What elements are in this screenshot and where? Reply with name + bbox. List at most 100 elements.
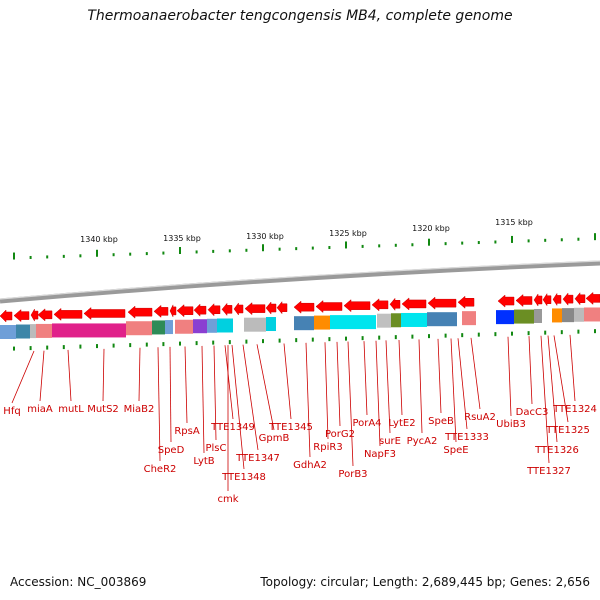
callout-line bbox=[11, 350, 35, 404]
gene-label: GpmB bbox=[259, 433, 290, 444]
callout-line bbox=[457, 338, 468, 430]
gene-label: RpiR3 bbox=[313, 442, 342, 453]
gene-label: TTE1349 bbox=[210, 422, 255, 433]
gene-label: TTE1325 bbox=[545, 425, 590, 436]
gene-arrow bbox=[127, 305, 153, 319]
gene-arrow bbox=[343, 299, 371, 313]
gene-arrow bbox=[457, 295, 475, 309]
feature-bar bbox=[16, 324, 30, 339]
gene-arrow bbox=[83, 306, 126, 321]
callout-line bbox=[231, 345, 245, 470]
feature-bar bbox=[165, 320, 173, 335]
gene-label: surE bbox=[379, 436, 401, 447]
gene-arrow bbox=[371, 298, 389, 312]
gene-arrow bbox=[276, 300, 288, 315]
feature-bar bbox=[244, 317, 266, 332]
genome-backbone-highlight bbox=[0, 260, 600, 300]
callout-line bbox=[553, 335, 569, 423]
callout-line bbox=[184, 346, 188, 424]
gene-arrow bbox=[574, 292, 586, 306]
gene-label: TTE1333 bbox=[444, 432, 489, 443]
feature-bar bbox=[552, 308, 562, 323]
callout-line bbox=[569, 334, 576, 402]
callout-line bbox=[437, 338, 442, 414]
callout-line bbox=[305, 342, 311, 458]
feature-bar bbox=[36, 323, 52, 338]
callout-line bbox=[138, 347, 141, 402]
feature-bar bbox=[391, 313, 401, 328]
gene-label: GdhA2 bbox=[293, 460, 327, 471]
gene-arrow bbox=[293, 300, 315, 314]
gene-label: PorB3 bbox=[338, 469, 367, 480]
gene-label: RpsA bbox=[174, 426, 200, 437]
gene-arrow bbox=[0, 309, 13, 323]
callout-line bbox=[385, 340, 391, 434]
callout-line bbox=[375, 340, 381, 447]
gene-label: UbiB3 bbox=[496, 419, 526, 430]
feature-bar bbox=[294, 316, 314, 331]
callout-line bbox=[398, 340, 403, 416]
callout-line bbox=[67, 349, 72, 402]
gene-arrow bbox=[53, 307, 83, 321]
gene-arrow bbox=[169, 304, 177, 318]
feature-bar bbox=[427, 312, 457, 327]
feature-bar bbox=[0, 325, 16, 339]
gene-arrow bbox=[585, 291, 600, 305]
gene-label: PorA4 bbox=[352, 418, 381, 429]
gene-label: TTE1327 bbox=[526, 466, 571, 477]
gene-label: LytE2 bbox=[388, 418, 415, 429]
callout-line bbox=[507, 336, 512, 417]
gene-arrow bbox=[401, 297, 427, 311]
feature-bar bbox=[562, 308, 574, 323]
feature-bar bbox=[126, 321, 152, 336]
feature-bar bbox=[52, 323, 126, 338]
gene-arrow bbox=[221, 302, 233, 317]
gene-label: RsuA2 bbox=[464, 412, 496, 423]
feature-bar bbox=[462, 311, 476, 326]
gene-arrow bbox=[542, 292, 552, 307]
gene-label: NapF3 bbox=[364, 449, 396, 460]
genome-title: Thermoanaerobacter tengcongensis MB4, co… bbox=[87, 8, 513, 24]
callout-line bbox=[224, 345, 234, 420]
ruler-labels: 1340 kbp 1335 kbp 1330 kbp 1325 kbp 1320 kbp… bbox=[80, 218, 533, 244]
gene-label: PlsC bbox=[205, 443, 226, 454]
gene-arrow bbox=[176, 304, 194, 318]
callout-line bbox=[201, 345, 205, 454]
ruler-ticks bbox=[13, 233, 596, 260]
gene-label: TTE1345 bbox=[268, 422, 313, 433]
genome-backbone bbox=[0, 260, 600, 304]
gene-arrows bbox=[0, 291, 600, 323]
gene-arrow bbox=[427, 296, 457, 310]
gene-arrow bbox=[533, 293, 543, 307]
lower-ticks bbox=[13, 329, 596, 351]
feature-bar bbox=[401, 312, 427, 327]
ruler-label: 1320 kbp bbox=[412, 224, 450, 233]
feature-bar bbox=[534, 308, 542, 323]
callout-line bbox=[157, 347, 161, 462]
callout-line bbox=[256, 344, 275, 431]
callout-line bbox=[242, 344, 259, 451]
feature-bar bbox=[496, 310, 514, 325]
callout-line bbox=[213, 345, 217, 441]
gene-arrow bbox=[265, 301, 277, 315]
feature-bars bbox=[0, 307, 600, 339]
ruler-label: 1330 kbp bbox=[246, 232, 284, 241]
feature-bar bbox=[584, 307, 600, 322]
gene-arrow bbox=[207, 303, 221, 317]
callout-line bbox=[39, 350, 45, 402]
gene-label: TTE1326 bbox=[534, 445, 579, 456]
feature-bar bbox=[217, 318, 233, 333]
gene-callouts: Hfq miaA mutL MutS2 MiaB2 CheR2 SpeD RpsA LytB Pl… bbox=[3, 334, 597, 505]
genome-summary-text: Topology: circular; Length: 2,689,445 bp… bbox=[260, 575, 590, 589]
accession-text: Accession: NC_003869 bbox=[10, 575, 147, 589]
gene-arrow bbox=[515, 293, 533, 308]
gene-arrow bbox=[193, 303, 207, 317]
gene-arrow bbox=[552, 292, 562, 307]
feature-bar bbox=[175, 319, 193, 334]
callout-line bbox=[470, 337, 481, 410]
feature-bar bbox=[514, 309, 534, 324]
gene-label: TTE1324 bbox=[552, 404, 597, 415]
gene-label: SpeE bbox=[443, 445, 468, 456]
callout-line bbox=[169, 346, 172, 443]
